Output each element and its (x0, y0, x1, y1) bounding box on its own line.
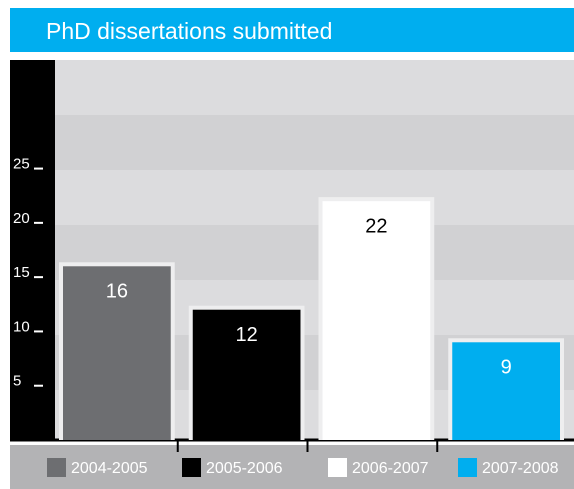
legend-swatch (458, 458, 477, 477)
data-label: 9 (501, 357, 512, 379)
data-label: 22 (365, 215, 387, 237)
bar (322, 201, 431, 440)
legend-label: 2004-2005 (71, 460, 148, 477)
y-tick-label: 25 (13, 156, 30, 173)
title-bar (10, 8, 574, 52)
legend-swatch (182, 458, 201, 477)
bar (452, 342, 560, 440)
bar (63, 266, 171, 440)
data-label: 12 (236, 324, 258, 346)
y-tick-label: 5 (13, 373, 21, 390)
legend-label: 2005-2006 (206, 460, 283, 477)
legend-label: 2006-2007 (352, 460, 429, 477)
y-tick-label: 15 (13, 264, 30, 281)
bar (192, 309, 301, 440)
y-tick-label: 10 (13, 318, 30, 335)
legend-swatch (328, 458, 347, 477)
y-tick-label: 20 (13, 210, 30, 227)
data-label: 16 (106, 281, 128, 303)
chart-title: PhD dissertations submitted (46, 18, 332, 44)
legend-swatch (47, 458, 66, 477)
legend-label: 2007-2008 (482, 460, 559, 477)
legend-band (10, 445, 574, 489)
